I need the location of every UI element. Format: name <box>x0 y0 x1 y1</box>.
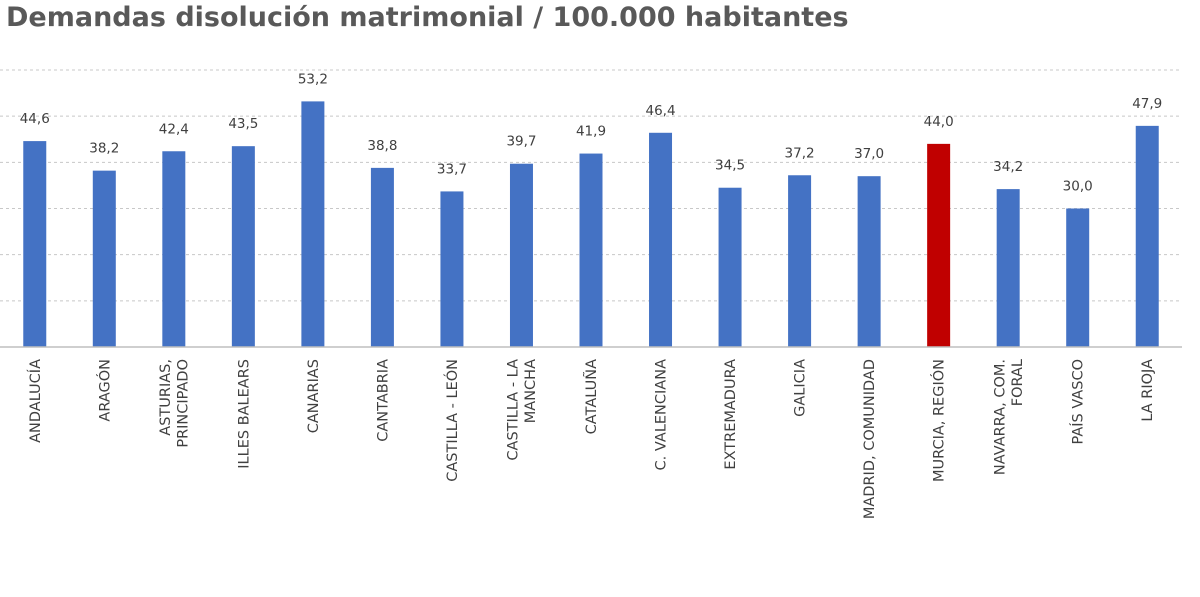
bar <box>996 189 1020 347</box>
data-label: 38,8 <box>367 138 397 154</box>
category-tick-label-line: LA RIOJA <box>1140 359 1156 422</box>
category-tick-label: LA RIOJA <box>1140 359 1156 422</box>
bar <box>857 176 881 347</box>
data-label: 39,7 <box>506 134 536 150</box>
category-tick-label: ASTURIAS, PRINCIPADO <box>158 359 192 448</box>
data-label: 33,7 <box>437 161 467 177</box>
category-tick-label-line: PRINCIPADO <box>176 359 192 448</box>
category-tick-label-line: ILLES BALEARS <box>236 359 252 469</box>
data-label: 30,0 <box>1063 179 1093 195</box>
data-label: 38,2 <box>89 141 119 157</box>
bar <box>927 143 951 347</box>
bar <box>370 167 394 347</box>
data-label: 41,9 <box>576 124 606 140</box>
category-tick-label: MADRID, COMUNIDAD <box>862 359 878 519</box>
category-tick-label-line: MURCIA, REGIÓN <box>930 359 948 482</box>
category-tick-label: CATALUÑA <box>583 359 600 434</box>
category-tick-label-line: CASTILLA - LEÓN <box>443 359 461 482</box>
data-label: 42,4 <box>159 121 189 137</box>
bar <box>162 151 186 347</box>
category-tick-label-line: GALICIA <box>793 359 809 417</box>
bar <box>649 132 673 347</box>
data-label: 46,4 <box>645 103 675 119</box>
category-tick-label-line: CATALUÑA <box>583 359 600 434</box>
data-label: 34,2 <box>993 159 1023 175</box>
data-labels: 44,6 38,2 42,4 43,5 53,2 38,8 33,7 39,7 41,9 46,4… <box>20 71 1163 194</box>
category-tick-label-line: CANTABRIA <box>375 359 391 442</box>
bar <box>301 101 325 347</box>
category-tick-label-line: FORAL <box>1010 359 1026 406</box>
bars <box>23 101 1159 347</box>
bar <box>23 141 47 347</box>
data-label: 47,9 <box>1132 96 1162 112</box>
data-label: 37,2 <box>785 145 815 161</box>
category-tick-label-line: MADRID, COMUNIDAD <box>862 359 878 519</box>
bar <box>92 170 116 347</box>
bar <box>231 146 255 347</box>
bar <box>509 163 533 347</box>
category-tick-label: ILLES BALEARS <box>236 359 252 469</box>
bar <box>440 191 464 347</box>
category-tick-label: CANTABRIA <box>375 359 391 442</box>
chart-title: Demandas disolución matrimonial / 100.00… <box>6 2 849 33</box>
category-tick-label: CASTILLA - LA MANCHA <box>506 359 540 461</box>
category-tick-label-line: NAVARRA, COM. <box>992 359 1008 475</box>
category-tick-label-line: MANCHA <box>523 359 539 423</box>
category-tick-label: ANDALUCÍA <box>27 359 44 443</box>
category-tick-label-line: EXTREMADURA <box>723 359 739 470</box>
bar <box>1135 125 1159 347</box>
bar <box>1066 208 1090 347</box>
data-label: 37,0 <box>854 146 884 162</box>
category-tick-label-line: ASTURIAS, <box>158 359 174 436</box>
data-label: 34,5 <box>715 158 745 174</box>
category-tick-label-line: ANDALUCÍA <box>27 359 44 443</box>
category-tick-label-line: CANARIAS <box>306 359 322 433</box>
category-tick-label-line: CASTILLA - LA <box>506 359 522 461</box>
category-tick-labels: ANDALUCÍA ARAGÓN ASTURIAS, PRINCIPADO ILLES … <box>27 359 1156 519</box>
data-label: 44,6 <box>20 111 50 127</box>
category-tick-label-line: ARAGÓN <box>95 359 113 422</box>
category-tick-label: GALICIA <box>793 359 809 417</box>
data-label: 43,5 <box>228 116 258 132</box>
bar <box>788 175 812 347</box>
category-tick-label: ARAGÓN <box>95 359 113 422</box>
category-tick-label: NAVARRA, COM. FORAL <box>992 359 1026 475</box>
data-label: 44,0 <box>924 114 954 130</box>
data-label: 53,2 <box>298 71 328 87</box>
category-tick-label: CASTILLA - LEÓN <box>443 359 461 482</box>
bar <box>718 187 742 347</box>
category-tick-label: CANARIAS <box>306 359 322 433</box>
category-tick-label-line: C. VALENCIANA <box>654 359 670 471</box>
category-tick-label: EXTREMADURA <box>723 359 739 470</box>
category-tick-label: PAÍS VASCO <box>1070 359 1087 444</box>
category-tick-label: C. VALENCIANA <box>654 359 670 471</box>
category-tick-label: MURCIA, REGIÓN <box>930 359 948 482</box>
category-tick-label-line: PAÍS VASCO <box>1070 359 1087 444</box>
bar <box>579 153 603 347</box>
